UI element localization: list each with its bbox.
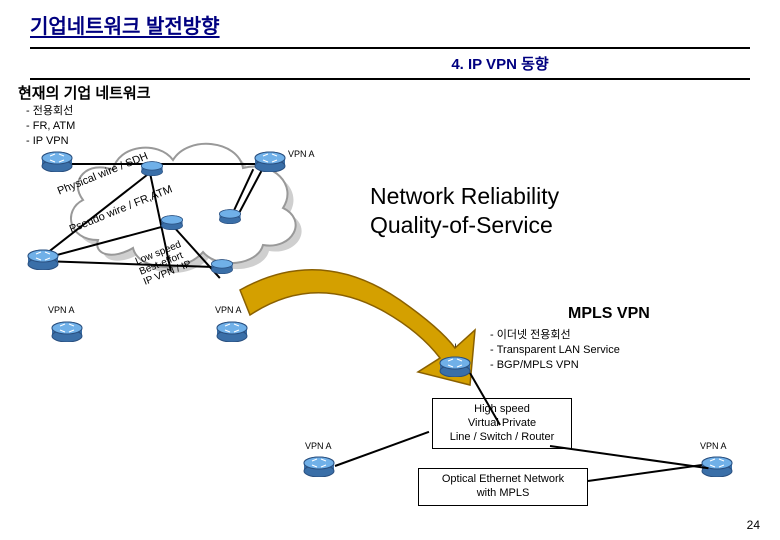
router-icon bbox=[26, 248, 60, 270]
box-highspeed: High speed Virtual Private Line / Switch… bbox=[432, 398, 572, 449]
right-bullets: - 이더넷 전용회선 - Transparent LAN Service - B… bbox=[490, 328, 620, 373]
box-optical: Optical Ethernet Network with MPLS bbox=[418, 468, 588, 506]
router-icon bbox=[218, 208, 242, 224]
section-heading: 현재의 기업 네트워크 bbox=[18, 82, 151, 103]
line-b3 bbox=[588, 464, 702, 482]
page-number: 24 bbox=[747, 518, 760, 532]
router-icon bbox=[438, 355, 472, 377]
mpls-heading: MPLS VPN bbox=[568, 305, 650, 323]
router-icon bbox=[302, 455, 336, 477]
router-icon bbox=[215, 320, 249, 342]
router-icon bbox=[160, 214, 184, 230]
router-icon bbox=[50, 320, 84, 342]
vpn-label: VPN A bbox=[305, 442, 332, 452]
vpn-label: VPN A bbox=[700, 442, 727, 452]
vpn-label: VPN A bbox=[48, 306, 75, 316]
router-icon bbox=[40, 150, 74, 172]
line-b1 bbox=[335, 431, 430, 467]
subtitle-row: 4. IP VPN 동향 bbox=[30, 47, 750, 80]
page-title: 기업네트워크 발전방향 bbox=[30, 16, 220, 38]
big-text: Network Reliability Quality-of-Service bbox=[370, 182, 559, 240]
vpn-label: VPN A bbox=[288, 150, 315, 160]
router-icon bbox=[253, 150, 287, 172]
subtitle: 4. IP VPN 동향 bbox=[451, 53, 548, 74]
line-b4 bbox=[550, 445, 709, 469]
